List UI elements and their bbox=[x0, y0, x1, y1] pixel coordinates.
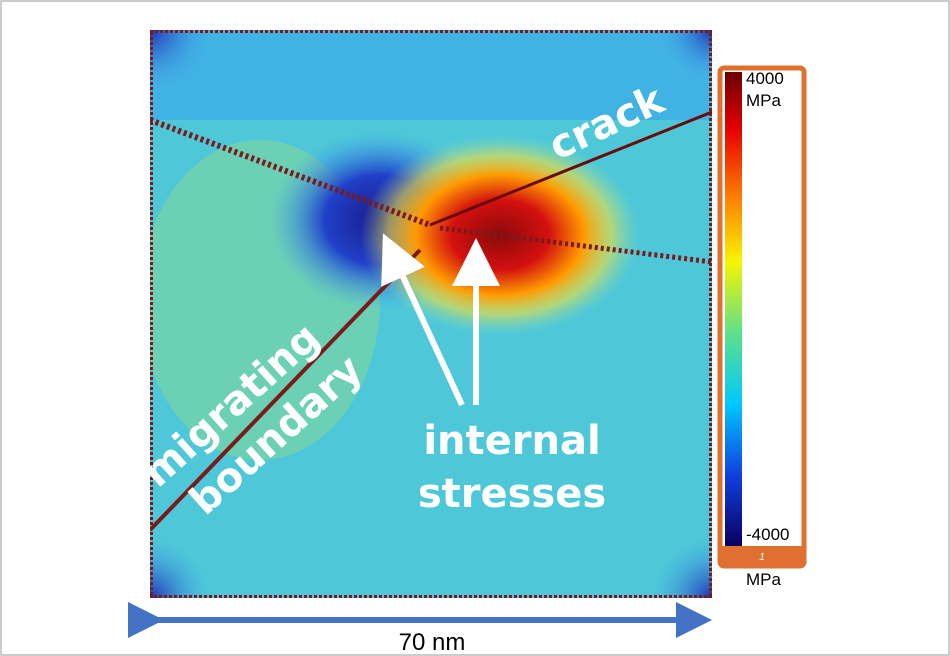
colorbar-min: -4000 bbox=[746, 525, 789, 544]
colorbar-unit: MPa bbox=[746, 91, 782, 110]
colorbar-unit: MPa bbox=[746, 570, 782, 589]
colorbar-max: 4000 bbox=[746, 69, 784, 88]
scale-label: 70 nm bbox=[399, 629, 466, 656]
colorbar-page: 1 bbox=[759, 552, 765, 563]
simulation-field bbox=[90, 0, 772, 656]
stress-label: internal bbox=[423, 418, 600, 464]
colorbar: 4000 MPa -4000 1 MPa bbox=[720, 68, 804, 589]
stress-label: stresses bbox=[418, 471, 606, 517]
figure: crack migrating boundary internal stress… bbox=[0, 0, 950, 656]
